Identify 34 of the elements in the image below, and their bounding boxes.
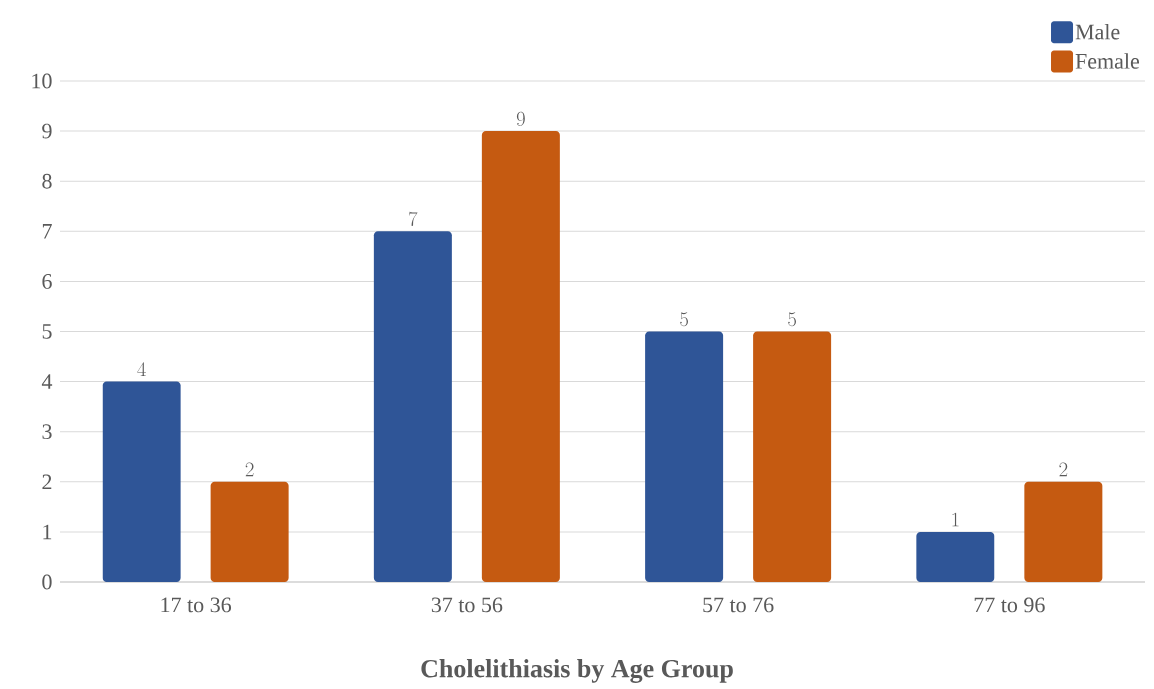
x-tick-label: 17 to 36 <box>161 597 232 613</box>
data-label: 1 <box>952 512 959 527</box>
bar <box>1024 481 1103 582</box>
data-label: 5 <box>680 312 688 327</box>
y-tick-label: 0 <box>42 574 52 590</box>
y-tick-label: 3 <box>42 424 52 440</box>
y-tick-label: 8 <box>42 173 52 189</box>
bar <box>373 231 452 582</box>
y-tick-label: 2 <box>42 474 52 490</box>
data-label: 2 <box>1059 462 1068 477</box>
y-tick-label: 7 <box>42 224 52 239</box>
x-tick-label: 77 to 96 <box>974 597 1045 613</box>
data-label: 4 <box>137 362 146 377</box>
text: Cholelithiasis by Age Group <box>421 659 733 683</box>
y-tick-label: 4 <box>41 374 53 389</box>
bar <box>102 381 181 582</box>
data-label: 7 <box>409 211 418 227</box>
data-label: 5 <box>788 312 796 327</box>
x-tick-label: 37 to 56 <box>431 597 503 613</box>
bar <box>645 331 724 582</box>
x-tick-label: 57 to 76 <box>703 597 774 613</box>
y-tick-label: 1 <box>43 524 52 540</box>
data-label: 9 <box>516 111 525 126</box>
y-tick-label: 10 <box>32 73 52 89</box>
bar <box>916 531 995 582</box>
bar <box>210 481 289 582</box>
y-tick-label: 9 <box>42 123 52 139</box>
bar <box>753 331 832 582</box>
y-tick-label: 6 <box>42 274 52 289</box>
legend-label: Male <box>1075 23 1120 40</box>
y-tick-label: 5 <box>42 324 52 339</box>
legend-label: Female <box>1075 53 1140 69</box>
bar <box>481 131 560 582</box>
data-label: 2 <box>245 462 254 477</box>
